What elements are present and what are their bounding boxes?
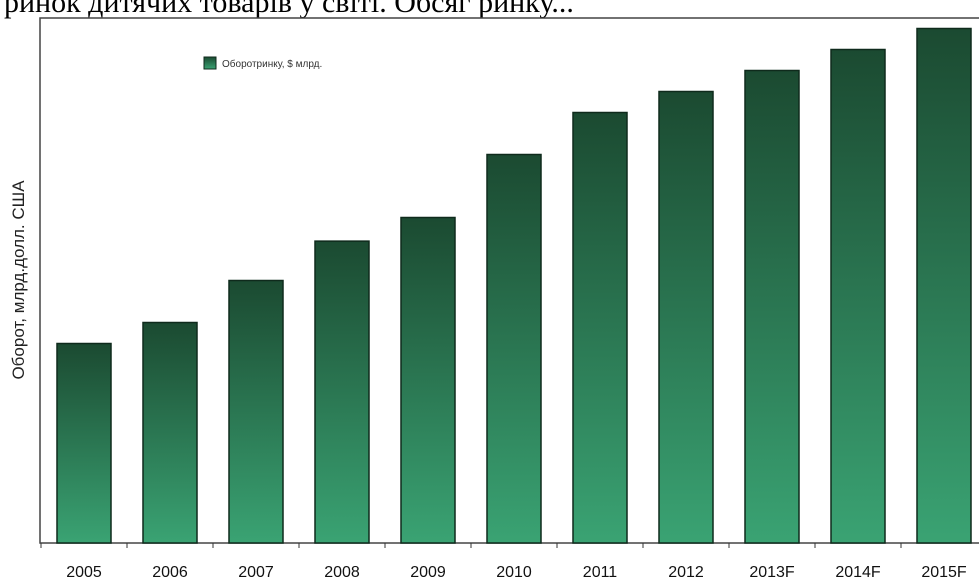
bar-2014F: [831, 50, 885, 544]
x-tick-2010: 2010: [496, 564, 532, 581]
x-tick-2011: 2011: [583, 564, 618, 581]
bar-2015F: [917, 29, 971, 544]
x-tick-2008: 2008: [324, 564, 360, 581]
y-axis-label: Оборот, млрд.долл. США: [9, 180, 28, 380]
legend-label: Оборотринку, $ млрд.: [222, 58, 322, 70]
legend: Оборотринку, $ млрд.: [204, 57, 322, 70]
x-tick-2014F: 2014F: [835, 564, 881, 581]
bar-2010: [487, 155, 541, 544]
x-tick-2012: 2012: [668, 564, 704, 581]
legend-swatch: [204, 57, 216, 69]
x-tick-2015F: 2015F: [921, 564, 967, 581]
bar-2013F: [745, 71, 799, 544]
bar-2008: [315, 241, 369, 543]
x-tick-2009: 2009: [410, 564, 446, 581]
bar-2012: [659, 92, 713, 544]
bar-2005: [57, 344, 111, 544]
bars-group: [57, 29, 971, 544]
x-tick-2006: 2006: [152, 564, 188, 581]
bar-2006: [143, 323, 197, 544]
x-tick-2005: 2005: [66, 564, 102, 581]
x-tick-labels: 2005 2006 2007 2008 2009 2010 2011 2012 2013F 201…: [41, 543, 967, 581]
x-tick-2013F: 2013F: [749, 564, 795, 581]
bar-2009: [401, 218, 455, 544]
bar-2011: [573, 113, 627, 544]
bar-2007: [229, 281, 283, 544]
x-tick-2007: 2007: [238, 564, 274, 581]
